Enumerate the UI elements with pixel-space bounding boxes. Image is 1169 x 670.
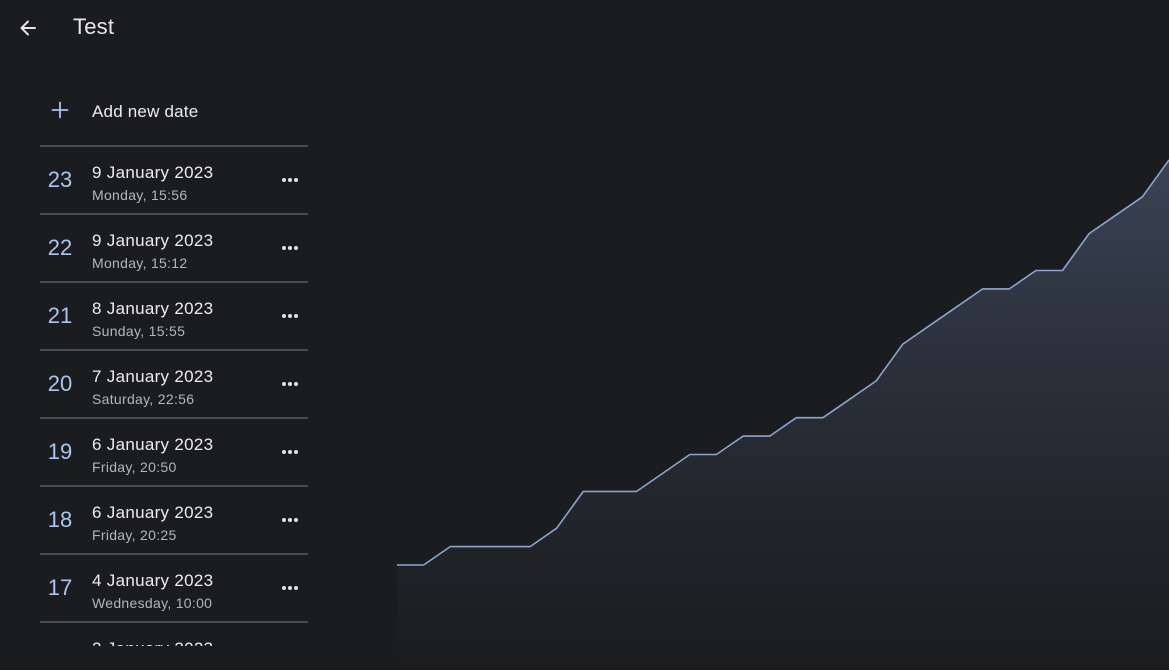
chart-series-line xyxy=(397,159,1169,566)
more-horizontal-icon xyxy=(282,518,298,522)
plus-icon xyxy=(40,95,80,126)
entry-number: 20 xyxy=(47,371,73,396)
add-new-date-label: Add new date xyxy=(92,101,199,121)
more-horizontal-icon xyxy=(282,382,298,386)
date-list: Add new date 23 9 January 2023 Monday, 15:… xyxy=(40,78,308,646)
entry-detail: Friday, 20:25 xyxy=(92,527,177,543)
more-options-button[interactable] xyxy=(278,508,302,532)
more-options-button[interactable] xyxy=(278,440,302,464)
entry-number: 19 xyxy=(47,439,73,464)
more-options-button[interactable] xyxy=(278,236,302,260)
entry-date: 9 January 2023 xyxy=(92,163,214,182)
entry-number: 21 xyxy=(47,303,73,328)
date-entry[interactable]: 21 8 January 2023 Sunday, 15:55 xyxy=(40,283,308,351)
date-entry[interactable]: 23 9 January 2023 Monday, 15:56 xyxy=(40,147,308,215)
more-horizontal-icon xyxy=(282,178,298,182)
entry-date: 4 January 2023 xyxy=(92,571,214,590)
date-entry[interactable]: 2 January 2023 xyxy=(40,623,308,646)
more-options-button[interactable] xyxy=(278,304,302,328)
entry-number: 17 xyxy=(47,575,73,600)
entry-date: 7 January 2023 xyxy=(92,367,214,386)
entry-number: 18 xyxy=(47,507,73,532)
date-entry[interactable]: 17 4 January 2023 Wednesday, 10:00 xyxy=(40,555,308,623)
entry-detail: Monday, 15:56 xyxy=(92,187,188,203)
entry-detail: Saturday, 22:56 xyxy=(92,391,195,407)
more-horizontal-icon xyxy=(282,450,298,454)
date-entry[interactable]: 20 7 January 2023 Saturday, 22:56 xyxy=(40,351,308,419)
entry-detail: Monday, 15:12 xyxy=(92,255,188,271)
date-entry[interactable]: 22 9 January 2023 Monday, 15:12 xyxy=(40,215,308,283)
entry-date: 8 January 2023 xyxy=(92,299,214,318)
entry-date: 2 January 2023 xyxy=(92,639,213,646)
entry-date: 6 January 2023 xyxy=(92,435,214,454)
entry-detail: Wednesday, 10:00 xyxy=(92,595,213,611)
date-entry[interactable]: 18 6 January 2023 Friday, 20:25 xyxy=(40,487,308,555)
back-button[interactable] xyxy=(12,12,44,44)
page-title: Test xyxy=(73,14,115,39)
entries-list: 23 9 January 2023 Monday, 15:56 22 9 January… xyxy=(40,147,308,646)
entry-detail: Friday, 20:50 xyxy=(92,459,177,475)
more-options-button[interactable] xyxy=(278,576,302,600)
entry-number: 23 xyxy=(47,167,73,192)
more-options-button[interactable] xyxy=(278,372,302,396)
add-new-date-button[interactable]: Add new date xyxy=(40,78,308,147)
entry-number: 22 xyxy=(47,235,73,260)
app-header: Test xyxy=(0,0,1169,56)
chart-area-fill xyxy=(397,160,1169,670)
arrow-left-icon xyxy=(20,20,36,36)
date-entry[interactable]: 19 6 January 2023 Friday, 20:50 xyxy=(40,419,308,487)
more-horizontal-icon xyxy=(282,314,298,318)
entry-date: 6 January 2023 xyxy=(92,503,214,522)
entry-detail: Sunday, 15:55 xyxy=(92,323,186,339)
more-options-button[interactable] xyxy=(278,168,302,192)
entry-date: 9 January 2023 xyxy=(92,231,214,250)
more-horizontal-icon xyxy=(282,246,298,250)
more-horizontal-icon xyxy=(282,586,298,590)
